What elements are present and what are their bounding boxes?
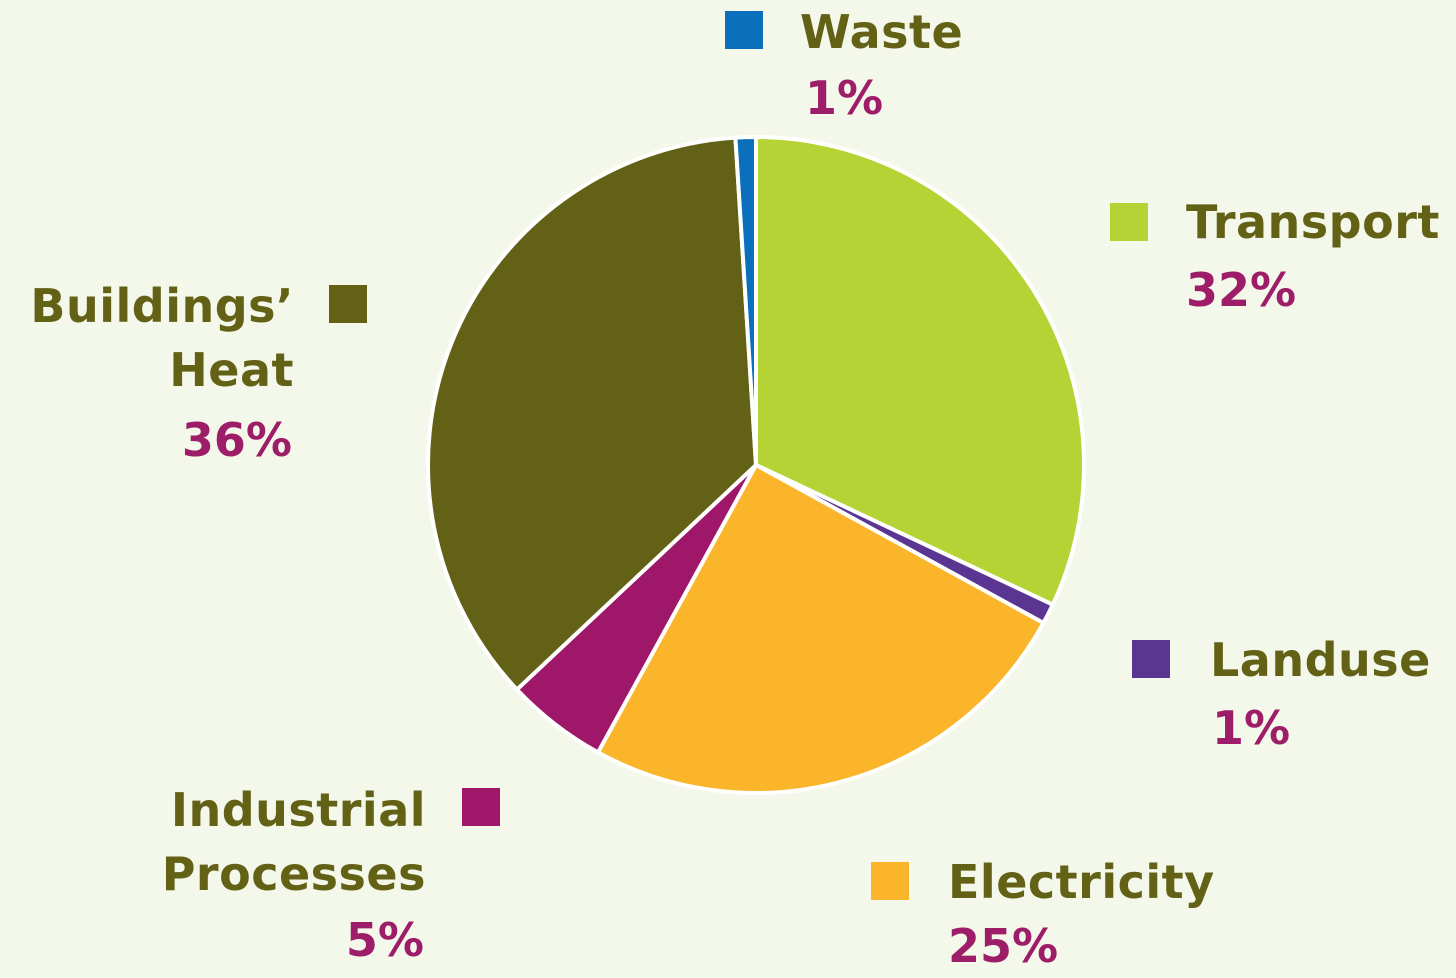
legend-swatch-landuse: [1132, 640, 1170, 678]
legend-percent-transport: 32%: [1186, 263, 1297, 317]
pie-slice-waste: [733, 135, 758, 467]
legend-percent-buildings-heat: 36%: [181, 413, 292, 467]
legend-swatch-electricity: [871, 862, 909, 900]
legend-swatch-transport: [1110, 203, 1148, 241]
pie-slice-transport: [754, 135, 1086, 607]
legend-percent-industrial-processes: 5%: [345, 913, 424, 967]
legend-swatch-buildings-heat: [329, 285, 367, 323]
legend-percent-electricity: 25%: [948, 919, 1059, 973]
legend-swatch-waste: [725, 11, 763, 49]
legend-percent-waste: 1%: [805, 71, 884, 125]
pie-slice-buildings-heat: [426, 135, 758, 692]
legend-label-transport: Transport: [1186, 195, 1440, 249]
legend-label-industrial-processes: Industrial Processes: [161, 783, 426, 901]
legend-swatch-industrial-processes: [462, 788, 500, 826]
legend-percent-landuse: 1%: [1212, 701, 1291, 755]
legend-label-buildings-heat: Buildings’ Heat: [30, 279, 294, 397]
legend-label-waste: Waste: [800, 5, 964, 59]
legend-label-electricity: Electricity: [948, 855, 1215, 909]
legend-label-landuse: Landuse: [1210, 633, 1431, 687]
pie-slice-electricity: [595, 463, 1046, 795]
